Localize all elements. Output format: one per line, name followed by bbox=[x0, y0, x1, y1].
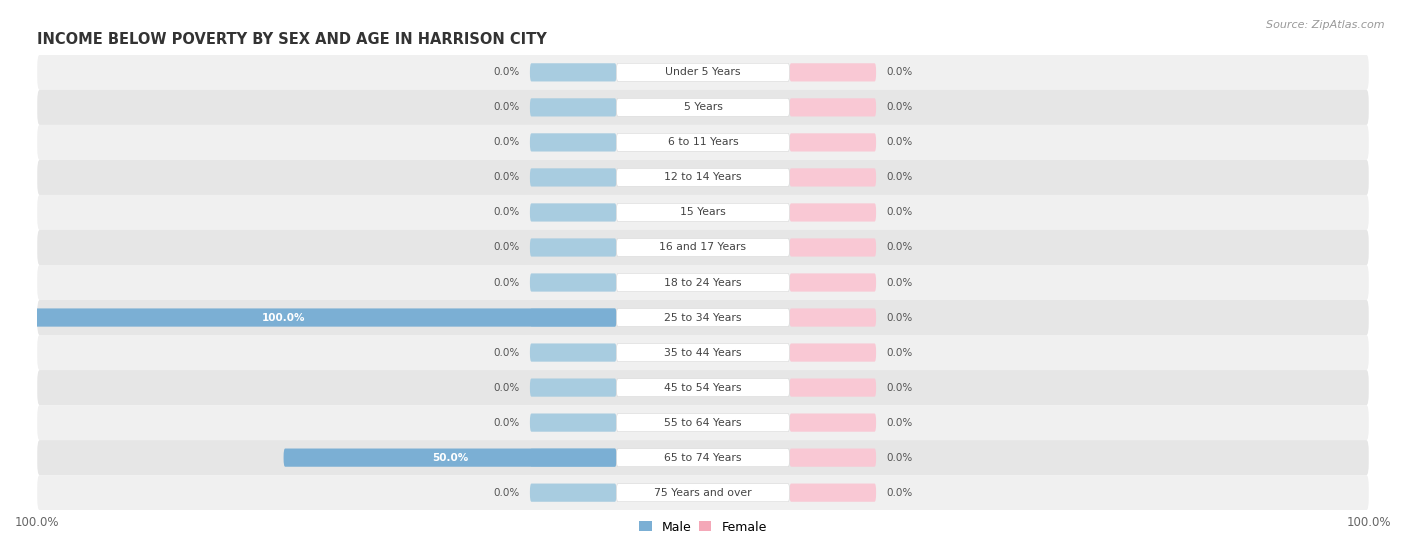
FancyBboxPatch shape bbox=[530, 413, 616, 432]
FancyBboxPatch shape bbox=[790, 169, 876, 186]
FancyBboxPatch shape bbox=[530, 484, 616, 502]
Text: 0.0%: 0.0% bbox=[494, 208, 520, 218]
Text: 5 Years: 5 Years bbox=[683, 102, 723, 112]
FancyBboxPatch shape bbox=[790, 413, 876, 432]
FancyBboxPatch shape bbox=[530, 378, 616, 397]
Text: 75 Years and over: 75 Years and over bbox=[654, 488, 752, 498]
Text: 0.0%: 0.0% bbox=[886, 488, 912, 498]
FancyBboxPatch shape bbox=[284, 449, 616, 466]
FancyBboxPatch shape bbox=[37, 160, 1369, 195]
Text: 50.0%: 50.0% bbox=[432, 453, 468, 463]
Text: 55 to 64 Years: 55 to 64 Years bbox=[664, 417, 742, 427]
FancyBboxPatch shape bbox=[790, 238, 876, 257]
FancyBboxPatch shape bbox=[790, 273, 876, 292]
Text: 0.0%: 0.0% bbox=[886, 68, 912, 78]
Text: 0.0%: 0.0% bbox=[494, 102, 520, 112]
FancyBboxPatch shape bbox=[530, 169, 616, 186]
FancyBboxPatch shape bbox=[616, 133, 790, 152]
FancyBboxPatch shape bbox=[37, 230, 1369, 265]
Text: Source: ZipAtlas.com: Source: ZipAtlas.com bbox=[1267, 20, 1385, 30]
Text: 0.0%: 0.0% bbox=[886, 312, 912, 323]
Text: 0.0%: 0.0% bbox=[494, 172, 520, 182]
Text: 0.0%: 0.0% bbox=[886, 383, 912, 393]
Text: Under 5 Years: Under 5 Years bbox=[665, 68, 741, 78]
FancyBboxPatch shape bbox=[37, 475, 1369, 510]
FancyBboxPatch shape bbox=[790, 484, 876, 502]
FancyBboxPatch shape bbox=[616, 63, 790, 81]
FancyBboxPatch shape bbox=[37, 440, 1369, 475]
Text: 0.0%: 0.0% bbox=[494, 137, 520, 147]
Text: 0.0%: 0.0% bbox=[494, 243, 520, 252]
Text: 12 to 14 Years: 12 to 14 Years bbox=[664, 172, 742, 182]
FancyBboxPatch shape bbox=[530, 238, 616, 257]
Text: 0.0%: 0.0% bbox=[886, 172, 912, 182]
FancyBboxPatch shape bbox=[530, 343, 616, 362]
Text: INCOME BELOW POVERTY BY SEX AND AGE IN HARRISON CITY: INCOME BELOW POVERTY BY SEX AND AGE IN H… bbox=[37, 32, 547, 47]
Text: 0.0%: 0.0% bbox=[494, 68, 520, 78]
Text: 0.0%: 0.0% bbox=[886, 348, 912, 358]
FancyBboxPatch shape bbox=[530, 63, 616, 81]
FancyBboxPatch shape bbox=[616, 169, 790, 186]
Text: 0.0%: 0.0% bbox=[886, 417, 912, 427]
Text: 0.0%: 0.0% bbox=[886, 102, 912, 112]
FancyBboxPatch shape bbox=[530, 203, 616, 222]
FancyBboxPatch shape bbox=[616, 378, 790, 397]
FancyBboxPatch shape bbox=[530, 273, 616, 292]
FancyBboxPatch shape bbox=[37, 195, 1369, 230]
FancyBboxPatch shape bbox=[37, 125, 1369, 160]
Text: 18 to 24 Years: 18 to 24 Years bbox=[664, 277, 742, 287]
FancyBboxPatch shape bbox=[790, 449, 876, 466]
FancyBboxPatch shape bbox=[616, 238, 790, 257]
FancyBboxPatch shape bbox=[616, 203, 790, 222]
Text: 0.0%: 0.0% bbox=[494, 383, 520, 393]
FancyBboxPatch shape bbox=[616, 343, 790, 362]
FancyBboxPatch shape bbox=[616, 413, 790, 432]
FancyBboxPatch shape bbox=[790, 203, 876, 222]
FancyBboxPatch shape bbox=[37, 335, 1369, 370]
FancyBboxPatch shape bbox=[530, 449, 616, 466]
FancyBboxPatch shape bbox=[37, 370, 1369, 405]
FancyBboxPatch shape bbox=[37, 405, 1369, 440]
FancyBboxPatch shape bbox=[0, 309, 616, 326]
FancyBboxPatch shape bbox=[37, 265, 1369, 300]
FancyBboxPatch shape bbox=[530, 133, 616, 152]
FancyBboxPatch shape bbox=[790, 63, 876, 81]
Text: 0.0%: 0.0% bbox=[886, 243, 912, 252]
FancyBboxPatch shape bbox=[616, 98, 790, 117]
Text: 45 to 54 Years: 45 to 54 Years bbox=[664, 383, 742, 393]
FancyBboxPatch shape bbox=[790, 133, 876, 152]
Text: 0.0%: 0.0% bbox=[886, 137, 912, 147]
FancyBboxPatch shape bbox=[616, 309, 790, 326]
Text: 0.0%: 0.0% bbox=[886, 453, 912, 463]
Text: 0.0%: 0.0% bbox=[494, 277, 520, 287]
Text: 0.0%: 0.0% bbox=[494, 488, 520, 498]
FancyBboxPatch shape bbox=[790, 343, 876, 362]
Text: 100.0%: 100.0% bbox=[262, 312, 305, 323]
FancyBboxPatch shape bbox=[790, 309, 876, 326]
Text: 6 to 11 Years: 6 to 11 Years bbox=[668, 137, 738, 147]
FancyBboxPatch shape bbox=[530, 98, 616, 117]
Text: 0.0%: 0.0% bbox=[886, 277, 912, 287]
FancyBboxPatch shape bbox=[530, 309, 616, 326]
FancyBboxPatch shape bbox=[616, 273, 790, 292]
Text: 0.0%: 0.0% bbox=[494, 417, 520, 427]
Legend: Male, Female: Male, Female bbox=[640, 521, 766, 533]
Text: 0.0%: 0.0% bbox=[886, 208, 912, 218]
Text: 35 to 44 Years: 35 to 44 Years bbox=[664, 348, 742, 358]
FancyBboxPatch shape bbox=[790, 378, 876, 397]
Text: 25 to 34 Years: 25 to 34 Years bbox=[664, 312, 742, 323]
Text: 15 Years: 15 Years bbox=[681, 208, 725, 218]
Text: 0.0%: 0.0% bbox=[494, 348, 520, 358]
Text: 65 to 74 Years: 65 to 74 Years bbox=[664, 453, 742, 463]
FancyBboxPatch shape bbox=[616, 449, 790, 466]
FancyBboxPatch shape bbox=[37, 300, 1369, 335]
FancyBboxPatch shape bbox=[37, 90, 1369, 125]
FancyBboxPatch shape bbox=[616, 484, 790, 502]
FancyBboxPatch shape bbox=[790, 98, 876, 117]
FancyBboxPatch shape bbox=[37, 55, 1369, 90]
Text: 16 and 17 Years: 16 and 17 Years bbox=[659, 243, 747, 252]
